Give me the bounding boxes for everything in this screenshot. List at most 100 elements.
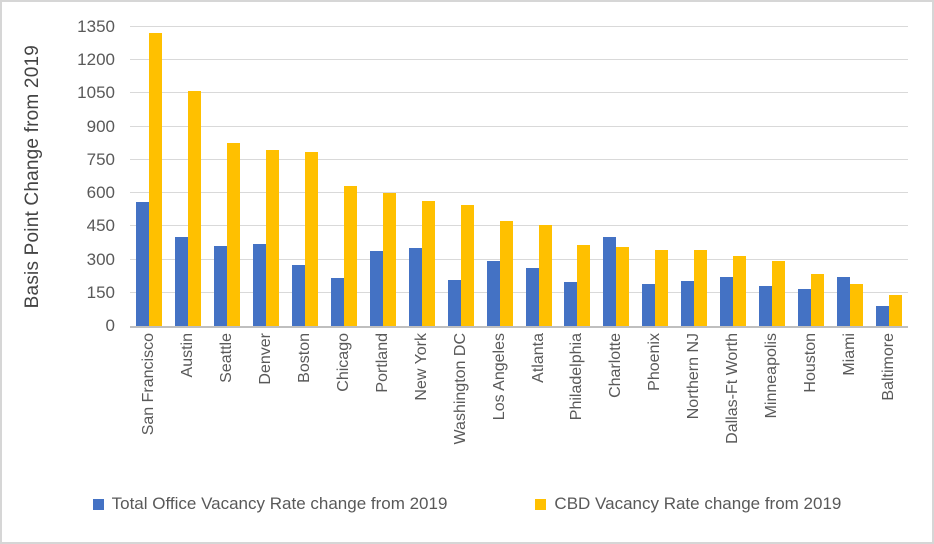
y-axis-tick-label: 150 bbox=[86, 282, 115, 302]
bar bbox=[538, 225, 552, 326]
x-axis-category-label: Dallas-Ft Worth bbox=[724, 333, 742, 444]
y-axis-tick-labels: 0 150 300 450 600 750 900 1050 1200 1350 bbox=[2, 18, 115, 335]
x-axis-category-label: Boston bbox=[296, 333, 314, 383]
legend-swatch-icon bbox=[92, 498, 104, 510]
x-axis-category-cell: Dallas-Ft Worth bbox=[714, 333, 753, 483]
bar bbox=[330, 278, 344, 326]
bar-group-san-francisco bbox=[130, 27, 169, 326]
bar-group-seattle bbox=[208, 27, 247, 326]
legend-label: Total Office Vacancy Rate change from 20… bbox=[111, 494, 448, 513]
x-axis-category-cell: Houston bbox=[791, 333, 830, 483]
bar bbox=[292, 265, 306, 326]
bar bbox=[836, 277, 850, 326]
y-axis-tick-label: 900 bbox=[86, 116, 115, 136]
bar bbox=[369, 250, 383, 326]
x-axis-category-cell: Denver bbox=[247, 333, 286, 483]
bar bbox=[266, 149, 280, 326]
bar-group-philadelphia bbox=[558, 27, 597, 326]
bar-group-austin bbox=[169, 27, 208, 326]
gridline bbox=[130, 225, 908, 227]
x-axis-category-label: Atlanta bbox=[529, 333, 547, 383]
bar bbox=[888, 295, 902, 326]
x-axis-category-cell: Baltimore bbox=[869, 333, 908, 483]
bar bbox=[694, 249, 708, 326]
bar-group-chicago bbox=[325, 27, 364, 326]
bar bbox=[849, 283, 863, 326]
bar bbox=[408, 248, 422, 326]
bar bbox=[797, 289, 811, 326]
bar bbox=[681, 280, 695, 326]
y-axis-tick-label: 1050 bbox=[77, 83, 115, 103]
x-axis-category-label: Minneapolis bbox=[762, 333, 780, 419]
bar-group-denver bbox=[247, 27, 286, 326]
x-axis-category-label: Austin bbox=[179, 333, 197, 378]
bar bbox=[758, 286, 772, 326]
x-axis-category-cell: Austin bbox=[169, 333, 208, 483]
x-axis-category-cell: Miami bbox=[830, 333, 869, 483]
x-axis-category-cell: Washington DC bbox=[441, 333, 480, 483]
x-axis-category-cell: Los Angeles bbox=[480, 333, 519, 483]
gridline bbox=[130, 192, 908, 194]
bar bbox=[447, 279, 461, 326]
x-axis-category-label: Los Angeles bbox=[490, 333, 508, 421]
bar bbox=[227, 143, 241, 326]
gridline bbox=[130, 26, 908, 27]
bar bbox=[382, 193, 396, 326]
bar bbox=[564, 281, 578, 326]
x-axis-category-cell: Chicago bbox=[325, 333, 364, 483]
bar-group-washington-dc bbox=[441, 27, 480, 326]
gridline bbox=[130, 59, 908, 61]
plot-area bbox=[130, 26, 908, 328]
gridline bbox=[130, 158, 908, 160]
x-axis-category-label: Houston bbox=[801, 333, 819, 393]
x-axis-category-label: Chicago bbox=[334, 333, 352, 392]
bar bbox=[175, 237, 189, 326]
bar bbox=[810, 273, 824, 326]
x-axis-category-cell: Charlotte bbox=[597, 333, 636, 483]
y-axis-tick-label: 600 bbox=[86, 183, 115, 203]
bar bbox=[136, 201, 150, 326]
bar-group-atlanta bbox=[519, 27, 558, 326]
bar bbox=[720, 277, 734, 326]
bar-group-northern-nj bbox=[675, 27, 714, 326]
legend-swatch-icon bbox=[535, 498, 547, 510]
x-axis-category-label: Philadelphia bbox=[568, 333, 586, 421]
bar bbox=[214, 246, 228, 326]
x-axis-category-cell: San Francisco bbox=[130, 333, 169, 483]
x-axis-category-label: Washington DC bbox=[451, 333, 469, 445]
bar bbox=[343, 186, 357, 326]
bar bbox=[486, 260, 500, 326]
bar-group-los-angeles bbox=[480, 27, 519, 326]
y-axis-tick-label: 1200 bbox=[77, 50, 115, 70]
x-axis-category-label: New York bbox=[412, 333, 430, 401]
bar bbox=[305, 152, 319, 326]
x-axis-category-label: Seattle bbox=[218, 333, 236, 383]
x-axis-category-cell: Atlanta bbox=[519, 333, 558, 483]
chart-legend: Total Office Vacancy Rate change from 20… bbox=[2, 494, 932, 514]
gridline bbox=[130, 92, 908, 94]
bar bbox=[616, 247, 630, 326]
x-axis-category-label: Charlotte bbox=[607, 333, 625, 398]
bar bbox=[149, 32, 163, 326]
y-axis-tick-label: 450 bbox=[86, 216, 115, 236]
bar bbox=[733, 256, 747, 326]
bar bbox=[253, 244, 267, 326]
bar bbox=[188, 91, 202, 326]
y-axis-tick-label: 750 bbox=[86, 149, 115, 169]
x-axis-category-cell: Philadelphia bbox=[558, 333, 597, 483]
bar-group-dallas-ft-worth bbox=[714, 27, 753, 326]
x-axis-category-label: Baltimore bbox=[879, 333, 897, 401]
x-axis-category-cell: Phoenix bbox=[636, 333, 675, 483]
x-axis-category-cell: Minneapolis bbox=[753, 333, 792, 483]
bar-group-boston bbox=[286, 27, 325, 326]
x-axis-category-cell: Northern NJ bbox=[675, 333, 714, 483]
x-axis-category-cell: New York bbox=[402, 333, 441, 483]
x-axis-category-cell: Portland bbox=[363, 333, 402, 483]
bar-group-baltimore bbox=[869, 27, 908, 326]
y-axis-tick-label: 300 bbox=[86, 249, 115, 269]
x-axis-category-label: Phoenix bbox=[646, 333, 664, 391]
x-axis-category-label: San Francisco bbox=[140, 333, 158, 436]
x-axis-category-label: Denver bbox=[257, 333, 275, 385]
legend-entry: Total Office Vacancy Rate change from 20… bbox=[92, 494, 448, 514]
bar bbox=[460, 205, 474, 326]
